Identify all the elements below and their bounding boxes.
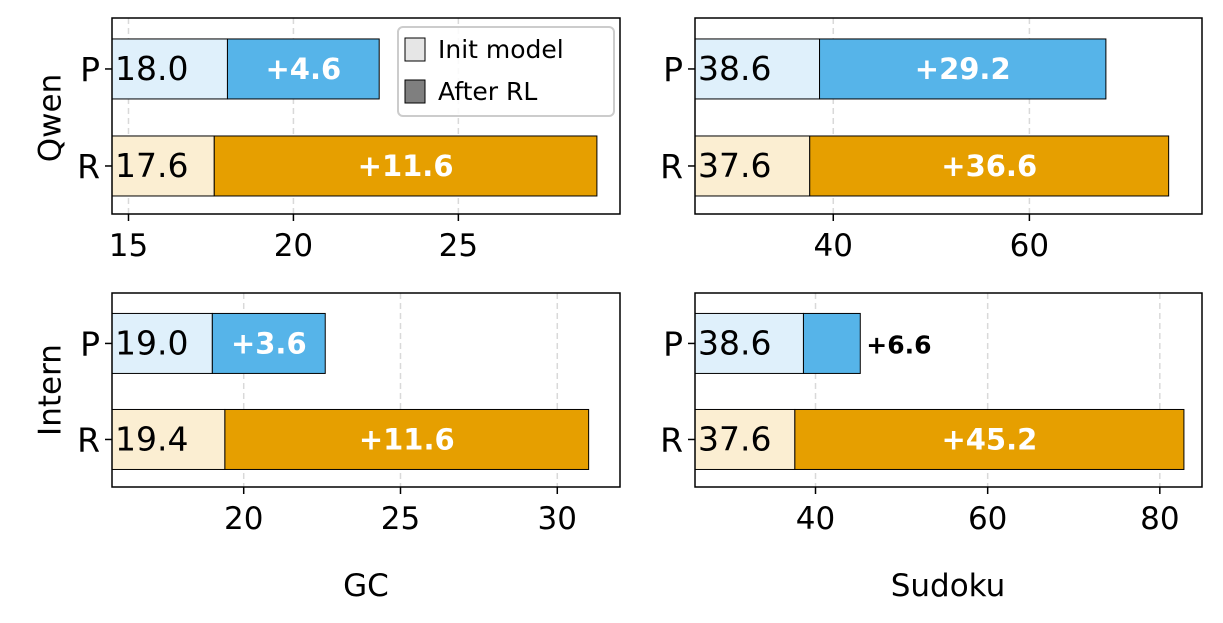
data-label-after-R: +45.2	[941, 422, 1037, 456]
bar-init-P	[694, 38, 821, 100]
bar-after-P	[226, 38, 380, 100]
axes-frame	[111, 292, 621, 488]
axes-frame	[694, 292, 1203, 488]
x-tick-label: 20	[224, 501, 263, 537]
panel-2: 20 25 30 19.0 +3.6 P 19.4 +11.6 R	[77, 292, 621, 537]
row-label-intern: Intern	[33, 344, 69, 436]
column-label-sudoku: Sudoku	[891, 568, 1006, 604]
bar-init-R	[694, 135, 811, 197]
y-tick-label: P	[663, 324, 683, 363]
y-tick-label: P	[663, 50, 683, 89]
bar-after-P	[211, 312, 326, 374]
data-label-after-P: +6.6	[866, 330, 931, 359]
data-label-after-R: +11.6	[359, 422, 455, 456]
x-tick-label: 40	[796, 501, 835, 537]
y-tick-label: P	[80, 50, 100, 89]
data-label-after-P: +29.2	[915, 52, 1011, 86]
x-tick-label: 20	[274, 228, 313, 264]
y-tick-label: R	[77, 420, 100, 459]
x-tick-label: 15	[109, 228, 148, 264]
x-tick-label: 25	[381, 501, 420, 537]
y-tick-label: P	[80, 324, 100, 363]
legend-label-init: Init model	[438, 35, 564, 64]
data-label-after-P: +4.6	[265, 52, 341, 86]
legend-label-after: After RL	[438, 77, 537, 106]
data-label-init-R: 37.6	[698, 419, 771, 458]
bar-after-P	[819, 38, 1107, 100]
bar-init-R	[111, 135, 215, 197]
x-tick-label: 80	[1140, 501, 1179, 537]
x-tick-label: 60	[968, 501, 1007, 537]
data-label-init-P: 18.0	[115, 49, 188, 88]
legend-swatch-init	[404, 37, 426, 62]
data-label-init-P: 19.0	[115, 323, 188, 362]
bar-after-R	[224, 408, 590, 470]
data-label-after-P: +3.6	[231, 326, 307, 360]
panel-3: 40 60 80 38.6 +6.6 P 37.6 +45.2 R	[660, 292, 1203, 537]
bar-after-R	[794, 408, 1185, 470]
bar-after-R	[213, 135, 598, 197]
data-label-init-P: 38.6	[698, 49, 771, 88]
y-tick-label: R	[77, 147, 100, 186]
data-label-init-R: 37.6	[698, 146, 771, 185]
bar-after-P	[802, 312, 861, 374]
data-label-init-R: 19.4	[115, 419, 188, 458]
bar-init-P	[111, 312, 213, 374]
column-label-gc: GC	[343, 568, 389, 604]
panel-1: 40 60 38.6 +29.2 P 37.6 +36.6 R	[660, 17, 1203, 264]
legend-frame	[397, 26, 615, 117]
data-label-after-R: +36.6	[941, 149, 1037, 183]
bar-init-P	[694, 312, 804, 374]
y-tick-label: R	[660, 147, 683, 186]
data-label-after-R: +11.6	[358, 149, 454, 183]
data-label-init-R: 17.6	[115, 146, 188, 185]
x-tick-label: 25	[439, 228, 478, 264]
axes-frame	[694, 17, 1203, 215]
x-tick-label: 40	[814, 228, 853, 264]
y-tick-label: R	[660, 420, 683, 459]
x-tick-label: 60	[1010, 228, 1049, 264]
x-tick-label: 30	[538, 501, 577, 537]
axes-frame	[111, 17, 621, 215]
panel-0: 15 20 25 18.0 +4.6 P 17.6 +11.6 R	[77, 17, 621, 264]
data-label-init-P: 38.6	[698, 323, 771, 362]
legend-swatch-after	[404, 79, 426, 104]
legend: Init model After RL	[397, 26, 615, 117]
row-label-qwen: Qwen	[33, 74, 69, 162]
bar-after-R	[809, 135, 1170, 197]
